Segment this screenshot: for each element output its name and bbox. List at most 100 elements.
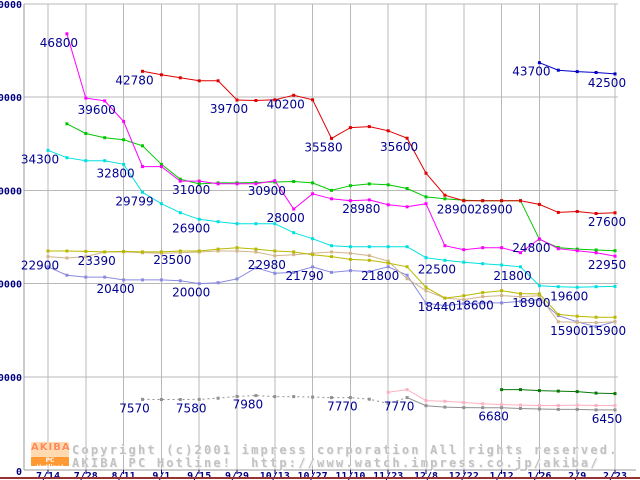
data-point: [575, 285, 579, 289]
data-point: [197, 282, 201, 286]
data-point: [292, 253, 296, 257]
data-point: [216, 249, 220, 253]
data-label: 27600: [588, 215, 626, 229]
data-point: [235, 249, 239, 253]
data-point: [386, 129, 390, 133]
data-point: [330, 188, 333, 192]
data-point: [556, 407, 560, 411]
data-point: [537, 202, 541, 206]
data-point: [292, 93, 296, 97]
data-point: [141, 144, 144, 148]
data-point: [519, 388, 522, 392]
data-point: [537, 292, 541, 296]
data-point: [575, 390, 579, 394]
x-axis-labels: 7/14 7/28 8/11 9/1 9/15 9/29 10/13 10/27 11/10 11…: [36, 471, 627, 480]
data-point: [84, 249, 88, 253]
data-label: 22980: [248, 258, 286, 272]
data-point: [424, 202, 428, 206]
data-point: [462, 248, 466, 252]
data-point: [216, 182, 220, 186]
data-point: [367, 245, 371, 249]
data-point: [348, 396, 352, 400]
data-point: [216, 247, 220, 251]
data-point: [424, 399, 428, 403]
data-point: [216, 281, 220, 285]
data-point: [348, 269, 352, 273]
data-point: [613, 315, 617, 319]
data-point: [348, 257, 352, 261]
data-point: [178, 279, 182, 283]
data-point: [367, 258, 371, 262]
data-point: [443, 244, 447, 248]
data-point: [216, 79, 220, 83]
data-point: [386, 390, 390, 394]
data-point: [405, 277, 409, 281]
data-point: [330, 244, 333, 248]
data-point: [556, 247, 560, 251]
x-tick-label: 12/22: [449, 471, 479, 480]
copyright-line2: AKIBA PC Hotline! http://www.watch.impre…: [72, 456, 600, 470]
data-point: [500, 388, 504, 392]
data-label: 28900: [437, 203, 475, 217]
data-point: [462, 302, 466, 306]
data-point: [178, 76, 182, 80]
data-label: 15900: [588, 324, 626, 338]
data-point: [481, 301, 485, 305]
data-point: [348, 251, 352, 255]
x-tick-label: 1/12: [490, 471, 514, 480]
data-point: [84, 255, 88, 259]
data-point: [367, 270, 371, 273]
data-point: [65, 32, 69, 36]
data-point: [462, 401, 466, 404]
data-point: [594, 251, 598, 255]
data-point: [197, 397, 201, 401]
data-point: [519, 407, 522, 410]
axes: [23, 4, 636, 474]
data-point: [122, 162, 126, 166]
data-point: [254, 394, 258, 398]
data-point: [159, 162, 163, 166]
data-point: [122, 278, 126, 282]
data-point: [405, 136, 409, 140]
data-point: [292, 207, 296, 211]
data-point: [405, 187, 409, 190]
data-point: [424, 256, 428, 260]
data-label: 35580: [304, 140, 342, 154]
y-tick-label: 30000: [0, 186, 22, 197]
data-label: 31000: [172, 183, 210, 197]
data-point: [405, 265, 409, 269]
logo-pc-hotline-text: PC Hotline!: [31, 457, 69, 471]
data-point: [500, 199, 504, 203]
data-label: 21800: [493, 269, 531, 283]
data-point: [613, 320, 617, 324]
x-tick-label: 7/28: [74, 471, 98, 480]
data-point: [594, 408, 598, 412]
data-label: 26900: [172, 221, 210, 235]
data-point: [330, 255, 333, 259]
data-label: 7980: [233, 398, 264, 412]
data-point: [575, 314, 579, 318]
data-point: [273, 254, 277, 258]
data-point: [273, 395, 277, 399]
data-point: [197, 79, 201, 83]
data-point: [235, 222, 239, 226]
data-label: 42780: [115, 73, 153, 87]
data-point: [197, 179, 201, 183]
series-gray: [141, 394, 617, 412]
data-label: 6450: [592, 412, 623, 426]
data-labels: 7570 7580 7980 7770 7770 6680 6450 20400 20000 21…: [21, 36, 626, 426]
data-label: 39700: [210, 102, 248, 116]
data-point: [424, 285, 428, 289]
data-point: [292, 231, 296, 235]
x-tick-label: 2/9: [568, 471, 586, 480]
data-point: [273, 222, 277, 226]
data-point: [613, 72, 617, 76]
data-point: [311, 395, 315, 399]
data-point: [65, 156, 69, 160]
data-point: [159, 165, 163, 169]
data-point: [443, 258, 447, 262]
x-tick-label: 2/23: [603, 471, 627, 480]
data-point: [500, 246, 504, 250]
y-tick-label: 10000: [0, 373, 22, 384]
data-point: [311, 98, 315, 102]
